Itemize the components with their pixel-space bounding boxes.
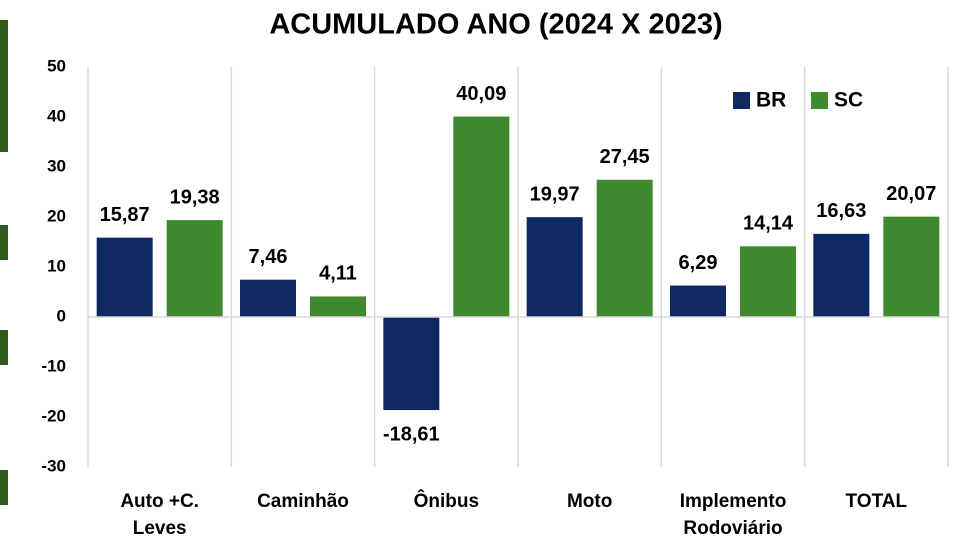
bar bbox=[813, 233, 870, 317]
y-tick-label: -30 bbox=[41, 456, 66, 475]
bar bbox=[453, 116, 510, 317]
bar bbox=[526, 217, 583, 317]
value-label: 7,46 bbox=[249, 246, 288, 268]
value-label: 19,38 bbox=[170, 186, 220, 208]
value-label: 4,11 bbox=[319, 263, 357, 285]
bar bbox=[883, 216, 940, 317]
value-label: 20,07 bbox=[886, 183, 936, 205]
value-label: 16,63 bbox=[816, 200, 866, 222]
legend-swatch bbox=[733, 92, 750, 109]
y-tick-label: 20 bbox=[47, 206, 66, 225]
edge-decoration bbox=[0, 470, 8, 505]
x-tick-label: Auto +C. Leves bbox=[120, 491, 199, 539]
bar bbox=[596, 179, 653, 317]
y-tick-label: 30 bbox=[47, 156, 66, 175]
value-label: 14,14 bbox=[743, 213, 794, 235]
chart-title: ACUMULADO ANO (2024 X 2023) bbox=[269, 9, 722, 41]
edge-decoration bbox=[0, 20, 8, 152]
y-tick-label: 50 bbox=[47, 56, 66, 75]
edge-decoration bbox=[0, 330, 8, 365]
edge-decoration bbox=[0, 225, 8, 260]
value-label: -18,61 bbox=[383, 423, 440, 445]
y-tick-label: -20 bbox=[41, 406, 66, 425]
bar bbox=[740, 246, 796, 317]
bar bbox=[383, 317, 440, 411]
value-label: 19,97 bbox=[530, 183, 580, 205]
bar bbox=[670, 285, 726, 317]
x-tick-label: Ônibus bbox=[413, 491, 480, 512]
x-tick-label: TOTAL bbox=[845, 491, 908, 512]
y-tick-label: 40 bbox=[47, 106, 66, 125]
legend-swatch bbox=[811, 92, 828, 109]
value-label: 27,45 bbox=[600, 146, 650, 168]
legend-label: SC bbox=[834, 89, 863, 112]
legend-label: BR bbox=[756, 89, 786, 112]
y-tick-label: 10 bbox=[47, 256, 66, 275]
x-tick-label: Caminhão bbox=[257, 491, 349, 512]
bar bbox=[240, 279, 296, 317]
value-label: 40,09 bbox=[456, 83, 506, 105]
value-label: 15,87 bbox=[100, 204, 150, 226]
y-tick-label: 0 bbox=[57, 306, 66, 325]
x-tick-label: Moto bbox=[566, 491, 613, 512]
y-tick-label: -10 bbox=[41, 356, 66, 375]
value-label: 6,29 bbox=[679, 252, 718, 274]
bar bbox=[96, 237, 153, 317]
bar bbox=[166, 220, 223, 317]
x-tick-label: Implemento Rodoviário bbox=[679, 491, 787, 539]
bar bbox=[310, 296, 366, 317]
